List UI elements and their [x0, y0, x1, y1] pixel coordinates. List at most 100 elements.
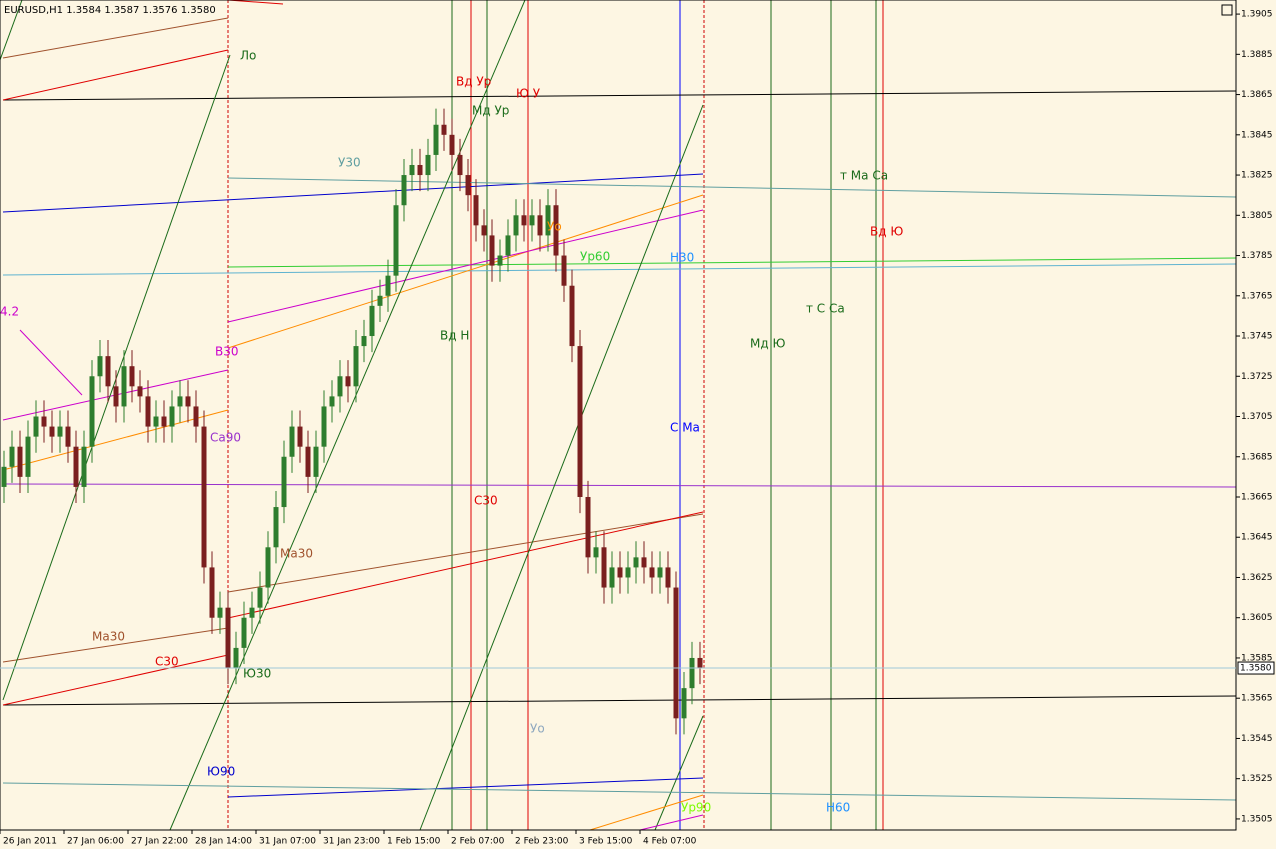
x-tick-label: 3 Feb 15:00 — [579, 837, 633, 847]
x-tick-label: 31 Jan 07:00 — [259, 837, 316, 847]
candle-body — [457, 154, 463, 176]
candle-body — [1, 466, 7, 487]
candle-body — [697, 657, 703, 669]
y-tick-label: 1.3745 — [1241, 332, 1273, 342]
candle-body — [513, 215, 519, 236]
candle-body — [441, 124, 447, 135]
candle-body — [193, 406, 199, 427]
annotation-label: Н30 — [670, 251, 694, 265]
candle-body — [569, 285, 575, 347]
y-tick-label: 1.3705 — [1241, 412, 1273, 422]
candle-body — [137, 386, 143, 397]
candle-body — [577, 346, 583, 497]
candle-body — [393, 205, 399, 276]
candle-body — [385, 275, 391, 296]
candle-body — [33, 416, 39, 437]
candle-body — [489, 235, 495, 266]
candle-body — [529, 215, 535, 226]
y-tick-label: 1.3765 — [1241, 291, 1273, 301]
annotation-label: Са90 — [210, 431, 241, 445]
plot-frame — [0, 0, 1237, 831]
y-tick-label: 1.3785 — [1241, 251, 1273, 261]
annotation-label: Мд Ю — [750, 337, 785, 351]
annotation-label: Ур60 — [580, 250, 610, 264]
y-tick-label: 1.3885 — [1241, 50, 1273, 60]
annotation-label: Н60 — [826, 801, 850, 815]
candle-body — [313, 446, 319, 477]
candle-body — [57, 426, 63, 437]
candle-body — [601, 547, 607, 588]
candle-body — [473, 195, 479, 226]
candle-body — [225, 607, 231, 669]
candle-body — [681, 688, 687, 719]
annotation-label: Ю90 — [207, 765, 235, 779]
candle-body — [353, 346, 359, 387]
annotation-label: Ю У — [516, 87, 541, 101]
candle-body — [81, 446, 87, 487]
annotation-label: Ю30 — [243, 667, 271, 681]
annotation-label: Вд Н — [440, 329, 469, 343]
x-tick-label: 4 Feb 07:00 — [643, 837, 697, 847]
candle-body — [73, 446, 79, 487]
candle-body — [113, 386, 119, 407]
candle-body — [553, 205, 559, 256]
annotation-label: Ур90 — [681, 801, 711, 815]
candle-body — [465, 175, 471, 196]
y-tick-label: 1.3665 — [1241, 492, 1273, 502]
candle-body — [537, 215, 543, 236]
x-tick-label: 27 Jan 22:00 — [131, 837, 188, 847]
candle-body — [561, 255, 567, 286]
candle-body — [161, 416, 167, 427]
candle-body — [273, 507, 279, 548]
x-tick-label: 26 Jan 2011 — [3, 837, 57, 847]
y-tick-label: 1.3585 — [1241, 653, 1273, 663]
candle-body — [169, 406, 175, 427]
candle-body — [65, 426, 71, 447]
candle-body — [41, 416, 47, 427]
current-price-label: 1.3580 — [1240, 664, 1272, 674]
candle-body — [97, 356, 103, 377]
candle-body — [177, 396, 183, 407]
candle-body — [105, 356, 111, 387]
annotation-label: Ма30 — [280, 547, 313, 561]
annotation-label: С Ма — [670, 421, 700, 435]
x-tick-label: 1 Feb 15:00 — [387, 837, 441, 847]
candles — [1, 108, 703, 735]
candle-body — [401, 175, 407, 206]
y-tick-label: 1.3625 — [1241, 573, 1273, 583]
annotation-label: Мд Ур — [472, 104, 509, 118]
annotation-label: В30 — [215, 345, 239, 359]
candle-body — [497, 255, 503, 266]
x-tick-label: 2 Feb 07:00 — [451, 837, 505, 847]
annotation-label: С30 — [155, 655, 179, 669]
candle-body — [321, 406, 327, 447]
annotation-label: Уо — [547, 220, 562, 234]
candle-body — [241, 617, 247, 648]
candle-body — [345, 376, 351, 387]
candle-body — [625, 567, 631, 578]
candle-body — [505, 235, 511, 256]
candle-body — [145, 396, 151, 427]
y-tick-label: 1.3805 — [1241, 211, 1273, 221]
x-tick-label: 27 Jan 06:00 — [67, 837, 124, 847]
y-tick-label: 1.3845 — [1241, 130, 1273, 140]
annotation-label: т С Са — [806, 302, 845, 316]
candle-body — [89, 376, 95, 447]
annotation-label: т Ма Са — [840, 169, 888, 183]
candle-body — [217, 607, 223, 618]
candle-body — [665, 567, 671, 588]
y-tick-label: 1.3505 — [1241, 814, 1273, 824]
annotation-label: Ма30 — [92, 630, 125, 644]
y-tick-label: 1.3605 — [1241, 613, 1273, 623]
annotation-label: Вд Ю — [870, 225, 903, 239]
candle-body — [153, 416, 159, 427]
candle-body — [409, 164, 415, 176]
current-price-box — [1237, 661, 1275, 675]
annotation-label: Лo — [240, 49, 256, 63]
candle-body — [585, 496, 591, 558]
candle-body — [329, 396, 335, 407]
candle-body — [361, 336, 367, 347]
y-tick-label: 1.3865 — [1241, 90, 1273, 100]
candle-body — [609, 567, 615, 588]
